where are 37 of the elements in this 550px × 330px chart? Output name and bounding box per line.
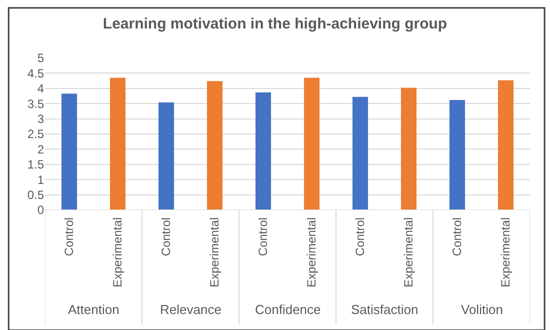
text: Satisfaction [351, 302, 418, 317]
bar [352, 96, 368, 210]
x-tick-label: Experimental [402, 217, 416, 288]
x-tick-label: Experimental [110, 217, 125, 288]
bar [400, 88, 417, 210]
bar [304, 78, 320, 210]
text: Confidence [255, 302, 321, 317]
bar [158, 102, 174, 210]
bar [110, 78, 126, 210]
x-tick-label: Control [450, 217, 464, 256]
bar [255, 92, 272, 210]
y-tick-label: 0.5 [27, 188, 44, 202]
bar [206, 81, 223, 210]
y-tick-label: 3.5 [27, 96, 44, 111]
bar [449, 100, 466, 210]
y-tick-label: 1.5 [27, 158, 44, 172]
y-tick-label: 4.5 [27, 66, 44, 80]
bar [61, 94, 78, 210]
y-tick-label: 4 [37, 82, 44, 96]
y-tick-label: 0 [37, 203, 44, 218]
x-tick-label: Control [256, 217, 270, 256]
y-tick-label: 2.5 [27, 127, 44, 142]
x-tick-label: Control [62, 217, 76, 256]
text: Relevance [160, 302, 222, 317]
x-tick-label: Experimental [208, 217, 222, 288]
x-tick-label: Control [353, 217, 368, 256]
x-tick-label: Experimental [498, 217, 513, 288]
y-tick-label: 1 [37, 172, 44, 187]
text: Volition [461, 302, 503, 317]
y-tick-label: 2 [37, 142, 44, 156]
bar [498, 80, 514, 210]
x-tick-label: Control [159, 217, 174, 256]
text: Attention [68, 302, 120, 317]
x-tick-label: Experimental [304, 217, 319, 288]
y-tick-label: 5 [37, 51, 44, 66]
y-tick-label: 3 [37, 112, 44, 126]
chart-title: Learning motivation in the high-achieving group [102, 15, 448, 32]
